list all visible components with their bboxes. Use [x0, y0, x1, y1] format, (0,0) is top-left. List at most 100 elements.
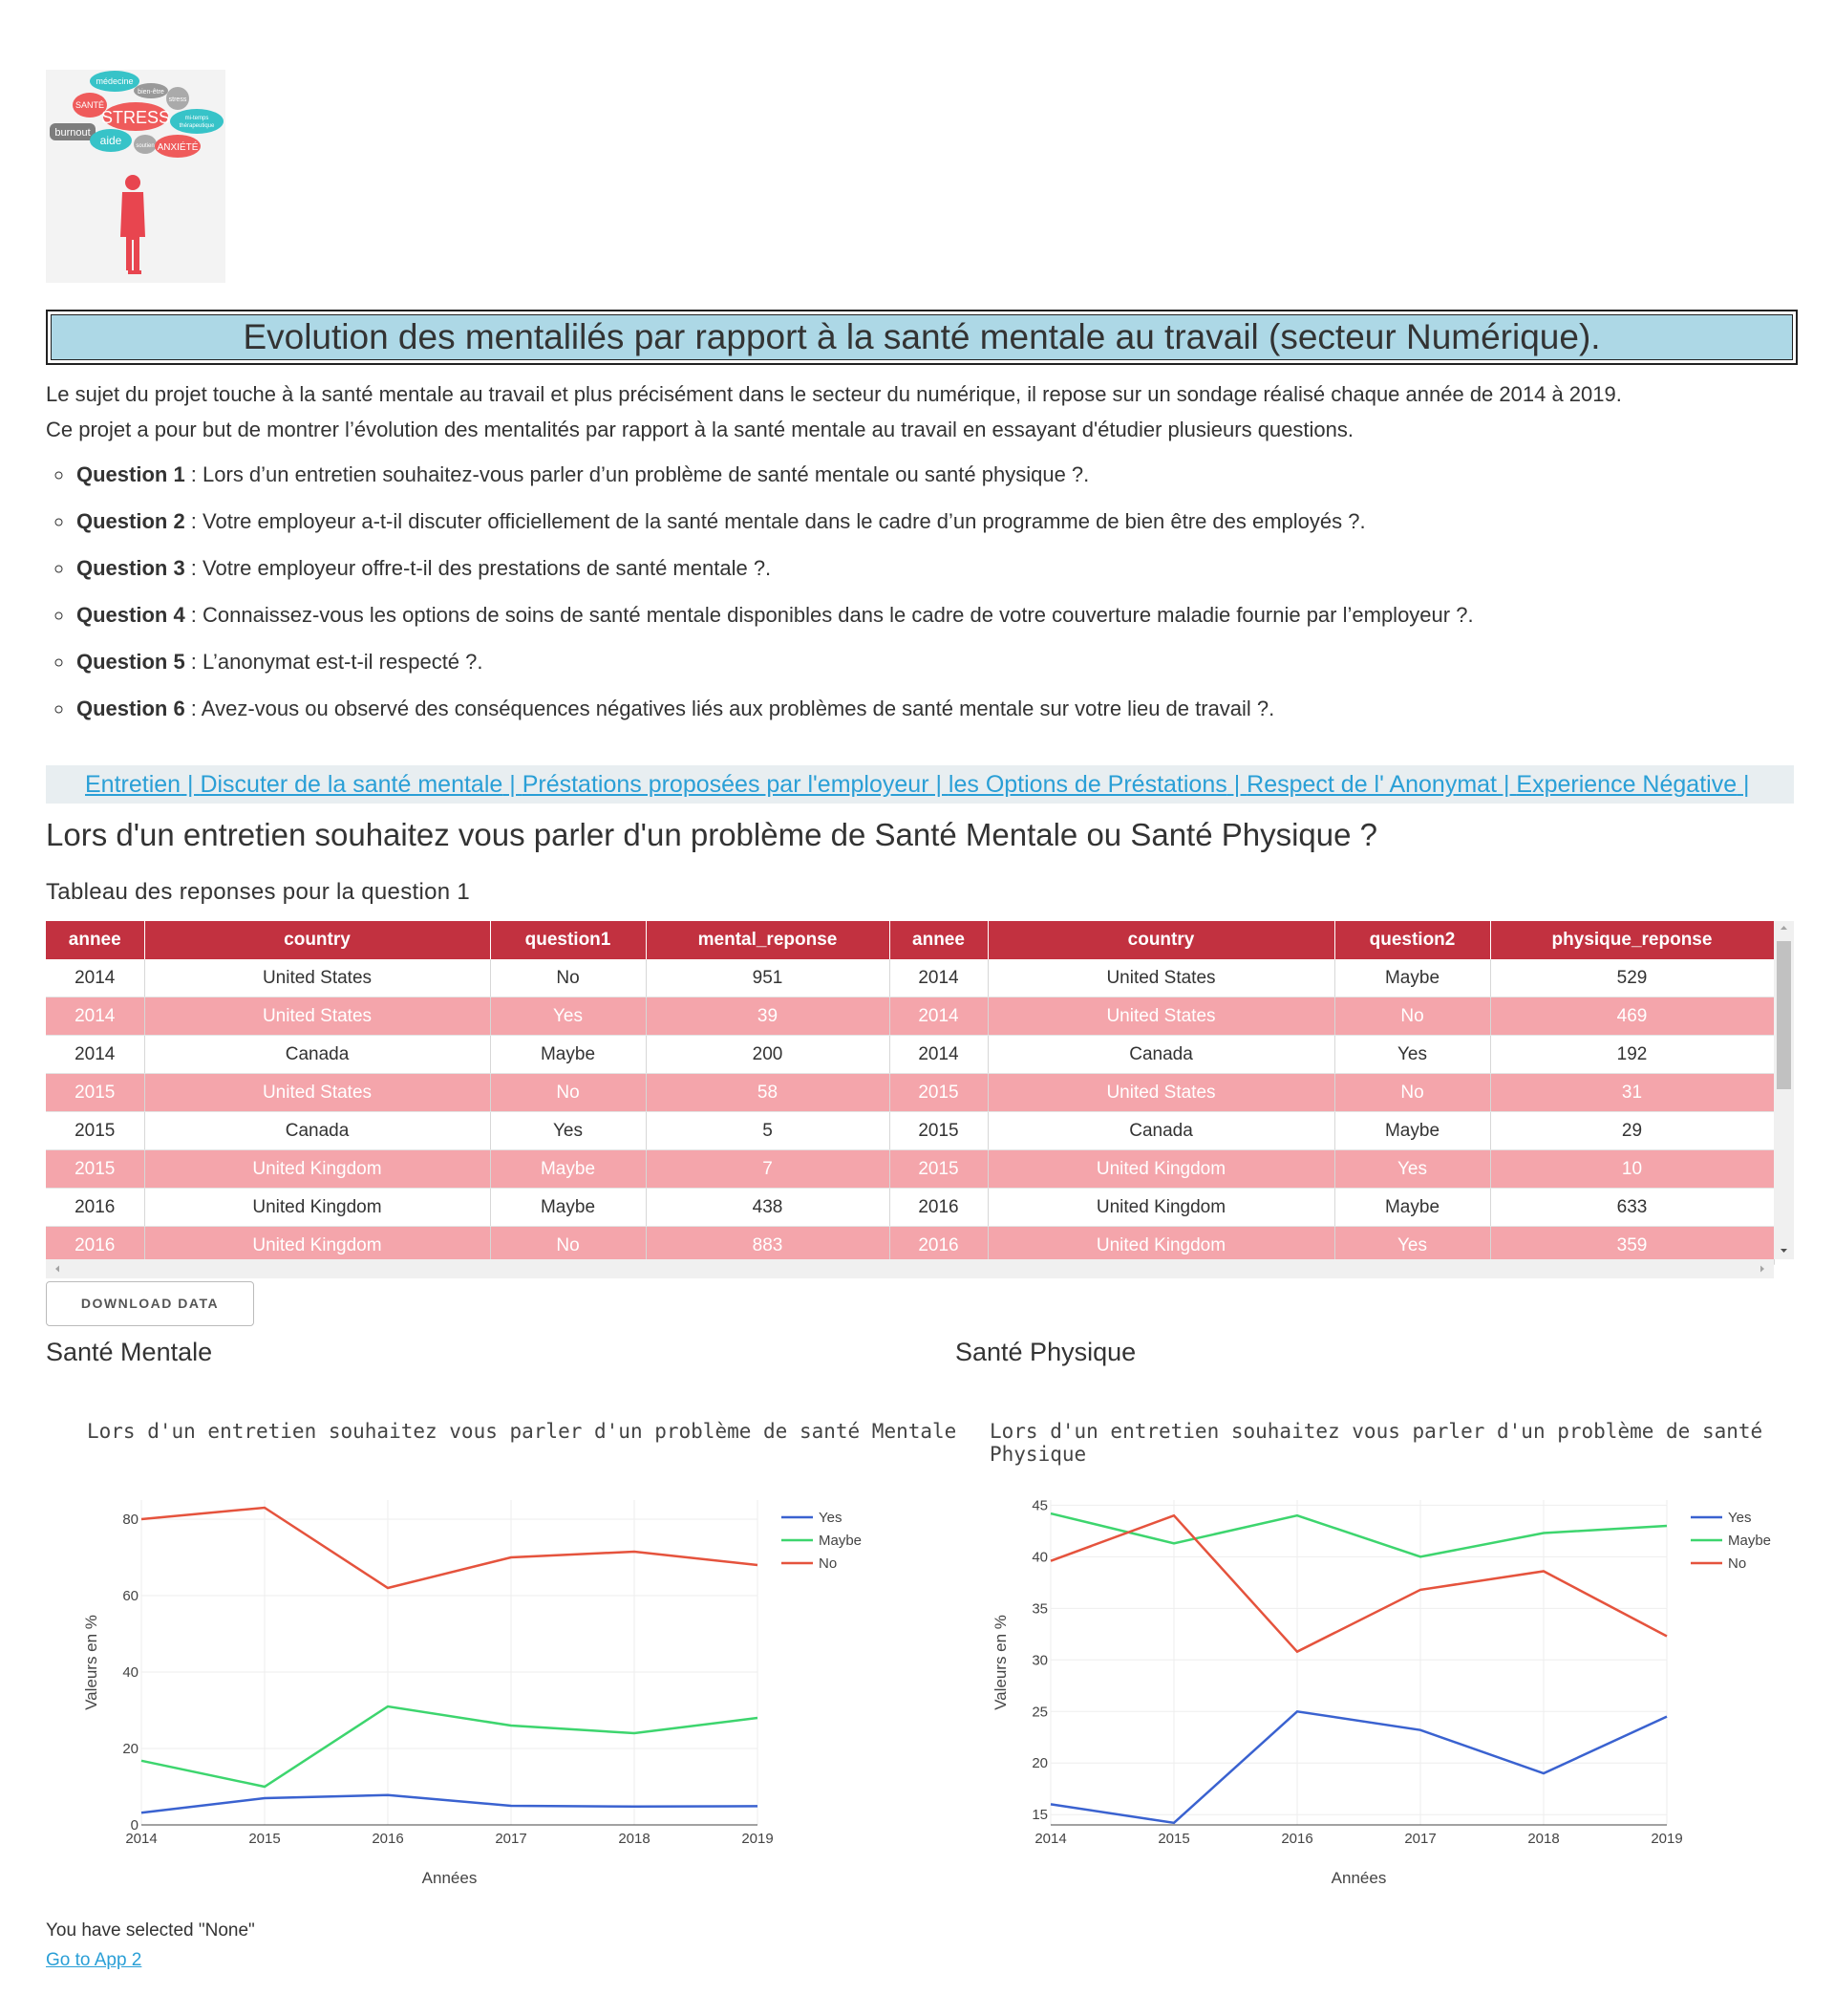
table-cell[interactable]: 2016 — [889, 1188, 989, 1227]
table-cell[interactable]: No — [490, 1073, 647, 1112]
table-cell[interactable]: Yes — [490, 1111, 647, 1150]
column-header[interactable]: question2 — [1334, 921, 1491, 959]
table-cell[interactable]: 39 — [646, 997, 890, 1036]
table-cell[interactable]: 10 — [1490, 1149, 1775, 1189]
legend-label[interactable]: Maybe — [819, 1533, 862, 1549]
table-cell[interactable]: United Kingdom — [988, 1226, 1335, 1265]
table-cell[interactable]: 2016 — [889, 1226, 989, 1265]
table-cell[interactable]: No — [1334, 997, 1491, 1036]
table-scroll-thumb[interactable] — [1777, 941, 1791, 1089]
series-line-maybe[interactable] — [1050, 1512, 1668, 1558]
table-horizontal-scrollbar[interactable] — [46, 1259, 1774, 1278]
table-cell[interactable]: United States — [144, 959, 491, 997]
table-cell[interactable]: 58 — [646, 1073, 890, 1112]
legend-label[interactable]: No — [819, 1555, 837, 1572]
nav-link-discuter[interactable]: Discuter de la santé mentale — [200, 771, 503, 798]
table-cell[interactable]: 883 — [646, 1226, 890, 1265]
table-cell[interactable]: Maybe — [1334, 959, 1491, 997]
table-row[interactable]: 2014 Canada Maybe 200 2014 Canada Yes 192 — [46, 1035, 1775, 1074]
column-header[interactable]: physique_reponse — [1490, 921, 1775, 959]
table-cell[interactable]: 5 — [646, 1111, 890, 1150]
table-cell[interactable]: 2016 — [46, 1188, 145, 1227]
table-cell[interactable]: United States — [144, 1073, 491, 1112]
series-line-yes[interactable] — [1050, 1709, 1668, 1825]
column-header[interactable]: mental_reponse — [646, 921, 890, 959]
table-cell[interactable]: 2015 — [889, 1073, 989, 1112]
table-cell[interactable]: No — [490, 959, 647, 997]
table-cell[interactable]: Maybe — [490, 1149, 647, 1189]
column-header[interactable]: annee — [46, 921, 145, 959]
table-cell[interactable]: Yes — [1334, 1226, 1491, 1265]
table-cell[interactable]: 7 — [646, 1149, 890, 1189]
table-cell[interactable]: 2014 — [46, 1035, 145, 1074]
nav-link-options[interactable]: les Options de Préstations — [948, 771, 1227, 798]
table-cell[interactable]: Yes — [1334, 1035, 1491, 1074]
table-cell[interactable]: 2016 — [46, 1226, 145, 1265]
table-cell[interactable]: 29 — [1490, 1111, 1775, 1150]
column-header[interactable]: question1 — [490, 921, 647, 959]
table-row[interactable]: 2015 Canada Yes 5 2015 Canada Maybe 29 — [46, 1111, 1775, 1150]
series-line-no[interactable] — [1050, 1513, 1668, 1654]
table-row[interactable]: 2015 United States No 58 2015 United States No… — [46, 1073, 1775, 1112]
column-header[interactable]: annee — [889, 921, 989, 959]
series-line-maybe[interactable] — [140, 1705, 758, 1789]
table-cell[interactable]: Canada — [144, 1111, 491, 1150]
nav-link-anonymat[interactable]: Respect de l' Anonymat — [1247, 771, 1498, 798]
legend-label[interactable]: Yes — [1728, 1510, 1751, 1526]
table-cell[interactable]: No — [1334, 1073, 1491, 1112]
table-cell[interactable]: 529 — [1490, 959, 1775, 997]
go-to-app-2-link[interactable]: Go to App 2 — [46, 1950, 142, 1970]
column-header[interactable]: country — [988, 921, 1335, 959]
table-row[interactable]: 2016 United Kingdom No 883 2016 United Kingdo… — [46, 1226, 1775, 1265]
legend-label[interactable]: Yes — [819, 1510, 842, 1526]
legend-label[interactable]: Maybe — [1728, 1533, 1771, 1549]
table-cell[interactable]: 2014 — [889, 959, 989, 997]
table-cell[interactable]: Yes — [490, 997, 647, 1036]
nav-link-experience[interactable]: Experience Négative — [1516, 771, 1738, 798]
nav-link-prestations[interactable]: Préstations proposées par l'employeur — [522, 771, 929, 798]
table-row[interactable]: 2014 United States No 951 2014 United States M… — [46, 959, 1775, 997]
table-cell[interactable]: Maybe — [1334, 1188, 1491, 1227]
series-line-yes[interactable] — [140, 1793, 758, 1814]
table-cell[interactable]: United Kingdom — [988, 1188, 1335, 1227]
table-cell[interactable]: 2015 — [46, 1111, 145, 1150]
table-cell[interactable]: Canada — [988, 1035, 1335, 1074]
table-cell[interactable]: United States — [988, 1073, 1335, 1112]
data-table-container[interactable]: annee country question1 mental_reponse a… — [46, 921, 1794, 1278]
nav-link-entretien[interactable]: Entretien — [85, 771, 181, 798]
table-cell[interactable]: 200 — [646, 1035, 890, 1074]
table-cell[interactable]: 31 — [1490, 1073, 1775, 1112]
table-cell[interactable]: 633 — [1490, 1188, 1775, 1227]
table-cell[interactable]: 2015 — [46, 1149, 145, 1189]
table-cell[interactable]: 192 — [1490, 1035, 1775, 1074]
table-cell[interactable]: United Kingdom — [988, 1149, 1335, 1189]
table-cell[interactable]: United Kingdom — [144, 1149, 491, 1189]
table-cell[interactable]: 469 — [1490, 997, 1775, 1036]
table-cell[interactable]: 438 — [646, 1188, 890, 1227]
table-cell[interactable]: No — [490, 1226, 647, 1265]
table-cell[interactable]: Maybe — [490, 1188, 647, 1227]
download-data-button[interactable]: DOWNLOAD DATA — [46, 1281, 254, 1326]
table-cell[interactable]: 2014 — [889, 997, 989, 1036]
table-cell[interactable]: United Kingdom — [144, 1226, 491, 1265]
column-header[interactable]: country — [144, 921, 491, 959]
table-row[interactable]: 2016 United Kingdom Maybe 438 2016 United Kin… — [46, 1188, 1775, 1227]
mental-line-chart[interactable]: 2014 2015 2016 2017 2018 2019 0 20 40 60 80 Yes Mayb… — [46, 1471, 886, 1911]
legend-label[interactable]: No — [1728, 1555, 1746, 1572]
table-cell[interactable]: 2015 — [889, 1111, 989, 1150]
table-cell[interactable]: Canada — [988, 1111, 1335, 1150]
physique-line-chart[interactable]: 2014 2015 2016 2017 2018 2019 15 20 25 30 35 40 45 Ye… — [955, 1471, 1796, 1911]
table-row[interactable]: 2015 United Kingdom Maybe 7 2015 United Kingd… — [46, 1149, 1775, 1189]
table-row[interactable]: 2014 United States Yes 39 2014 United States N… — [46, 997, 1775, 1036]
table-cell[interactable]: 2014 — [889, 1035, 989, 1074]
table-cell[interactable]: 2015 — [889, 1149, 989, 1189]
table-cell[interactable]: United States — [144, 997, 491, 1036]
table-cell[interactable]: 2014 — [46, 959, 145, 997]
table-cell[interactable]: Maybe — [1334, 1111, 1491, 1150]
table-cell[interactable]: Canada — [144, 1035, 491, 1074]
series-line-no[interactable] — [140, 1506, 758, 1590]
table-cell[interactable]: 359 — [1490, 1226, 1775, 1265]
table-cell[interactable]: 2015 — [46, 1073, 145, 1112]
table-cell[interactable]: Maybe — [490, 1035, 647, 1074]
table-cell[interactable]: United States — [988, 997, 1335, 1036]
